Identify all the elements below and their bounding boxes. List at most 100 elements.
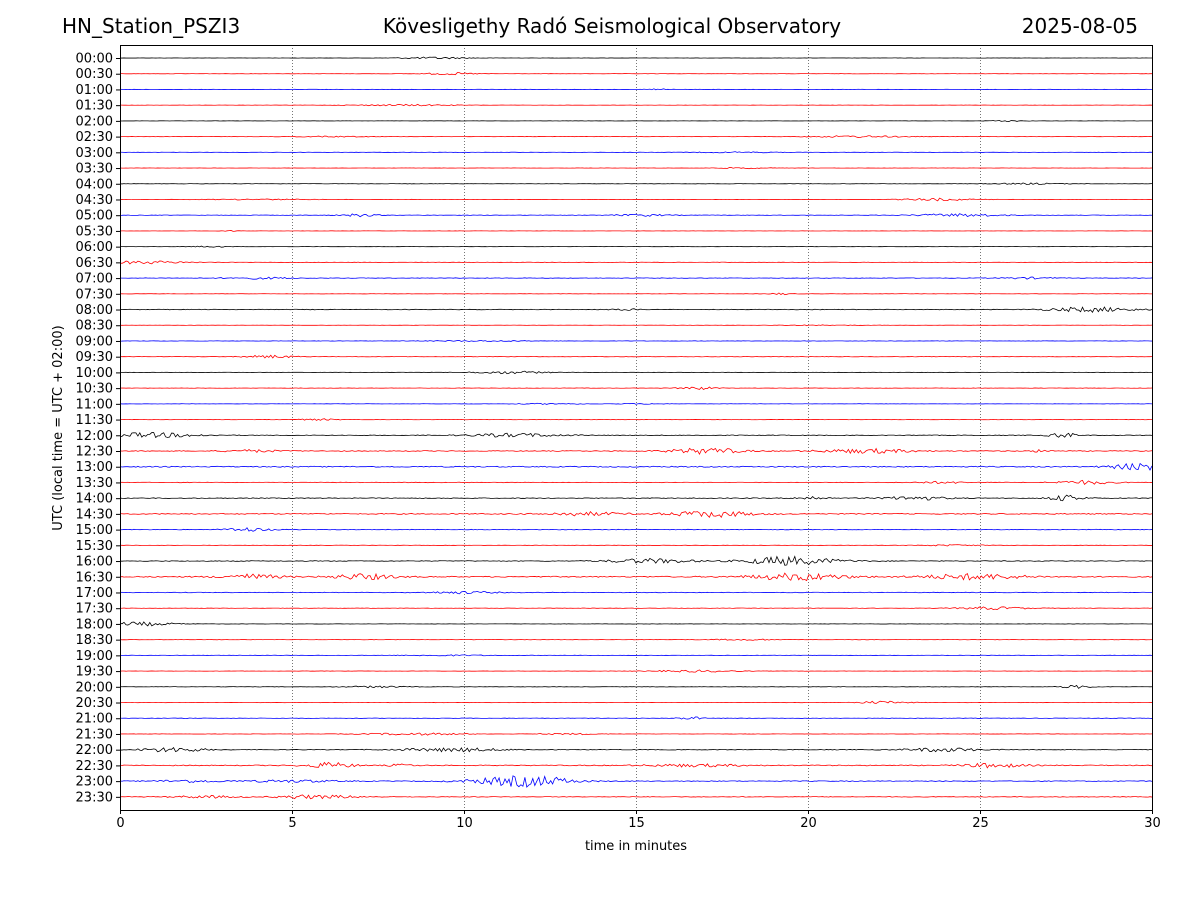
y-tick-label: 10:00 bbox=[76, 366, 113, 381]
y-tick-label: 09:00 bbox=[76, 334, 113, 349]
trace-2300 bbox=[119, 775, 1153, 788]
y-tick-label: 10:30 bbox=[76, 382, 113, 397]
y-tick-label: 17:00 bbox=[76, 586, 113, 601]
trace-2230 bbox=[119, 761, 1153, 769]
trace-0430 bbox=[119, 197, 1153, 202]
trace-0730 bbox=[119, 292, 1153, 296]
y-tick-label: 08:00 bbox=[76, 303, 113, 318]
trace-1200 bbox=[119, 432, 1153, 439]
y-tick-label: 14:30 bbox=[76, 507, 113, 522]
x-tick-label: 0 bbox=[116, 816, 124, 831]
trace-0330 bbox=[119, 167, 1153, 170]
trace-1330 bbox=[119, 479, 1153, 485]
trace-0800 bbox=[119, 306, 1153, 313]
y-tick-label: 15:30 bbox=[76, 539, 113, 554]
y-tick-label: 14:00 bbox=[76, 492, 113, 507]
y-tick-label: 07:00 bbox=[76, 272, 113, 287]
y-tick-label: 06:30 bbox=[76, 256, 113, 271]
x-tick-label: 10 bbox=[456, 816, 473, 831]
y-tick-label: 09:30 bbox=[76, 350, 113, 365]
y-tick-label: 03:30 bbox=[76, 162, 113, 177]
y-axis-label: UTC (local time = UTC + 02:00) bbox=[51, 325, 66, 530]
trace-1700 bbox=[119, 590, 1153, 595]
y-tick-label: 13:00 bbox=[76, 460, 113, 475]
trace-1500 bbox=[119, 527, 1153, 532]
seismic-traces bbox=[119, 56, 1153, 800]
trace-1230 bbox=[119, 447, 1153, 456]
trace-0630 bbox=[119, 260, 1153, 265]
y-tick-label: 12:30 bbox=[76, 445, 113, 460]
trace-2030 bbox=[119, 700, 1153, 704]
trace-1400 bbox=[119, 494, 1153, 502]
x-axis-label: time in minutes bbox=[585, 839, 687, 854]
chart-title: Kövesligethy Radó Seismological Observat… bbox=[382, 14, 842, 38]
chart-date: 2025-08-05 bbox=[1021, 14, 1138, 38]
station-name: HN_Station_PSZI3 bbox=[62, 14, 241, 38]
trace-2330 bbox=[119, 794, 1153, 800]
y-tick-label: 04:30 bbox=[76, 193, 113, 208]
trace-1130 bbox=[119, 418, 1153, 421]
x-tick-label: 20 bbox=[800, 816, 817, 831]
trace-1530 bbox=[119, 544, 1153, 547]
trace-1300 bbox=[119, 462, 1153, 471]
y-tick-label: 00:30 bbox=[76, 67, 113, 82]
y-tick-label: 03:00 bbox=[76, 146, 113, 161]
trace-0700 bbox=[119, 276, 1153, 280]
y-tick-label: 07:30 bbox=[76, 287, 113, 302]
x-axis-ticks: 0 5 10 15 20 25 30 bbox=[116, 810, 1161, 831]
y-tick-label: 22:30 bbox=[76, 759, 113, 774]
y-tick-label: 15:00 bbox=[76, 523, 113, 538]
trace-0500 bbox=[119, 213, 1153, 218]
y-tick-label: 01:30 bbox=[76, 99, 113, 114]
trace-0530 bbox=[119, 230, 1153, 232]
trace-0130 bbox=[119, 103, 1153, 107]
y-tick-label: 19:30 bbox=[76, 665, 113, 680]
y-tick-label: 02:00 bbox=[76, 114, 113, 129]
trace-1000 bbox=[120, 370, 1153, 375]
trace-2130 bbox=[119, 732, 1153, 736]
trace-0600 bbox=[119, 245, 1153, 248]
y-tick-label: 04:00 bbox=[76, 177, 113, 192]
trace-0200 bbox=[119, 119, 1153, 123]
trace-1030 bbox=[119, 386, 1153, 391]
trace-0400 bbox=[119, 182, 1153, 186]
y-tick-label: 05:00 bbox=[76, 209, 113, 224]
trace-1830 bbox=[119, 638, 1153, 641]
y-tick-label: 13:30 bbox=[76, 476, 113, 491]
vertical-grid bbox=[292, 45, 981, 810]
y-tick-label: 11:00 bbox=[76, 397, 113, 412]
trace-0830 bbox=[119, 324, 1153, 327]
y-tick-label: 11:30 bbox=[76, 413, 113, 428]
trace-0300 bbox=[119, 151, 1153, 154]
y-tick-label: 16:00 bbox=[76, 555, 113, 570]
trace-2000 bbox=[119, 684, 1153, 689]
y-tick-label: 20:30 bbox=[76, 696, 113, 711]
trace-0000 bbox=[120, 56, 1153, 60]
y-tick-label: 20:00 bbox=[76, 680, 113, 695]
x-tick-label: 15 bbox=[628, 816, 645, 831]
y-tick-label: 19:00 bbox=[76, 649, 113, 664]
y-tick-label: 21:00 bbox=[76, 712, 113, 727]
trace-0100 bbox=[119, 88, 1152, 91]
y-tick-label: 08:30 bbox=[76, 319, 113, 334]
y-tick-label: 21:30 bbox=[76, 727, 113, 742]
y-tick-label: 18:30 bbox=[76, 633, 113, 648]
y-tick-label: 23:30 bbox=[76, 790, 113, 805]
y-axis-ticks: 00:0000:3001:0001:3002:0002:3003:0003:30… bbox=[76, 52, 120, 805]
y-tick-label: 06:00 bbox=[76, 240, 113, 255]
trace-1430 bbox=[119, 511, 1153, 519]
y-tick-label: 12:00 bbox=[76, 429, 113, 444]
trace-1730 bbox=[119, 606, 1153, 610]
y-tick-label: 05:30 bbox=[76, 224, 113, 239]
trace-1630 bbox=[119, 572, 1153, 582]
y-tick-label: 00:00 bbox=[76, 52, 113, 67]
trace-2100 bbox=[119, 716, 1153, 720]
trace-0230 bbox=[119, 135, 1153, 138]
trace-0030 bbox=[119, 72, 1153, 76]
trace-0900 bbox=[119, 339, 1153, 342]
y-tick-label: 02:30 bbox=[76, 130, 113, 145]
trace-0930 bbox=[119, 354, 1153, 359]
y-tick-label: 01:00 bbox=[76, 83, 113, 98]
trace-1600 bbox=[119, 555, 1153, 566]
y-tick-label: 23:00 bbox=[76, 775, 113, 790]
